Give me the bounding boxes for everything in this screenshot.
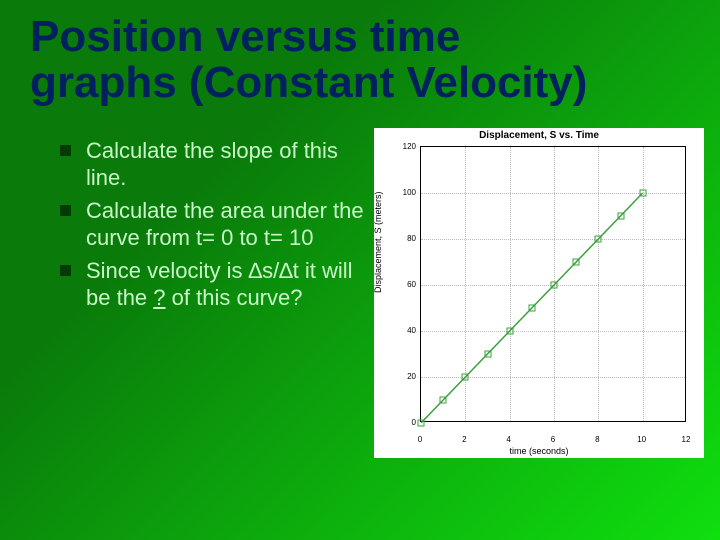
data-marker [551, 282, 558, 289]
delta-s-over-delta-t: ∆s/∆t [249, 258, 299, 283]
data-marker [506, 328, 513, 335]
data-marker [462, 374, 469, 381]
data-marker [573, 259, 580, 266]
bullet-item: Calculate the area under the curve from … [60, 198, 370, 252]
y-tick-label: 0 [392, 418, 416, 427]
y-tick-label: 120 [392, 142, 416, 151]
data-marker [440, 397, 447, 404]
x-tick-label: 4 [499, 435, 519, 444]
chart-container: Displacement, S vs. Time Displacement, S… [374, 128, 704, 458]
blank-underline: ? [153, 285, 165, 310]
title-line-2: graphs (Constant Velocity) [30, 58, 587, 107]
data-marker [418, 420, 425, 427]
data-marker [617, 213, 624, 220]
data-marker [639, 190, 646, 197]
data-marker [484, 351, 491, 358]
x-tick-label: 2 [454, 435, 474, 444]
grid-line-h [421, 331, 685, 332]
bullet-item: Since velocity is ∆s/∆t it will be the ?… [60, 258, 370, 312]
plot-area [420, 146, 686, 422]
x-tick-label: 10 [632, 435, 652, 444]
x-tick-label: 6 [543, 435, 563, 444]
title-line-1: Position versus time [30, 12, 460, 61]
chart-xlabel: time (seconds) [374, 446, 704, 456]
bullet-text: Since velocity is ∆s/∆t it will be the ?… [86, 258, 353, 310]
chart-title: Displacement, S vs. Time [374, 128, 704, 141]
x-tick-label: 12 [676, 435, 696, 444]
bullet-text: Calculate the slope of this line. [86, 138, 338, 190]
y-tick-label: 100 [392, 188, 416, 197]
data-marker [595, 236, 602, 243]
grid-line-h [421, 377, 685, 378]
data-marker [528, 305, 535, 312]
grid-line-h [421, 239, 685, 240]
content-row: Calculate the slope of this line. Calcul… [0, 116, 720, 458]
y-tick-label: 20 [392, 372, 416, 381]
grid-line-v [643, 147, 644, 421]
chart-ylabel: Displacement, S (meters) [373, 192, 383, 294]
y-tick-label: 80 [392, 234, 416, 243]
grid-line-v [598, 147, 599, 421]
slide-title: Position versus time graphs (Constant Ve… [0, 0, 720, 116]
x-tick-label: 8 [587, 435, 607, 444]
bullet-text: Calculate the area under the curve from … [86, 198, 364, 250]
x-tick-label: 0 [410, 435, 430, 444]
bullet-list: Calculate the slope of this line. Calcul… [20, 128, 370, 458]
grid-line-v [510, 147, 511, 421]
y-tick-label: 60 [392, 280, 416, 289]
bullet-item: Calculate the slope of this line. [60, 138, 370, 192]
y-tick-label: 40 [392, 326, 416, 335]
